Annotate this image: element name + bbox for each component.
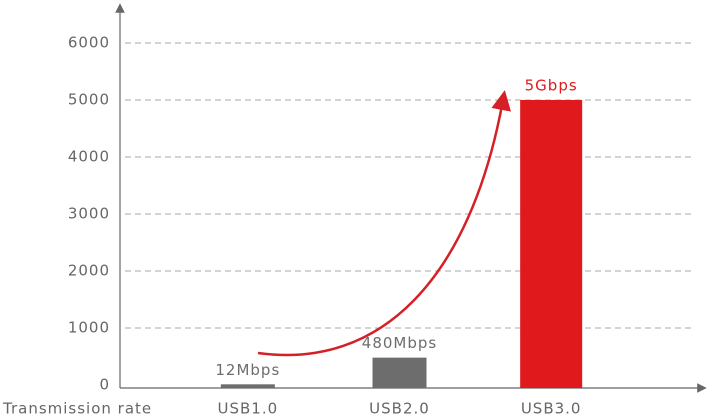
bar [520, 100, 583, 388]
value-label: 5Gbps [525, 77, 578, 95]
x-tick-label: USB2.0 [369, 400, 430, 418]
y-tick-label: 5000 [68, 91, 110, 109]
y-tick-label: 4000 [68, 148, 110, 166]
x-tick-label: USB1.0 [218, 400, 279, 418]
value-label: 480Mbps [362, 334, 437, 352]
y-tick-label: 2000 [68, 262, 110, 280]
bar [220, 384, 275, 388]
x-axis-label: Transmission rate [2, 400, 152, 418]
y-tick-label: 6000 [68, 34, 110, 52]
growth-arrow [257, 90, 512, 357]
y-tick-label: 0 [99, 376, 110, 394]
y-tick-label: 3000 [68, 205, 110, 223]
bar [372, 357, 427, 388]
value-label: 12Mbps [215, 361, 280, 379]
x-tick-label: USB3.0 [521, 400, 582, 418]
y-tick-label: 1000 [68, 319, 110, 337]
